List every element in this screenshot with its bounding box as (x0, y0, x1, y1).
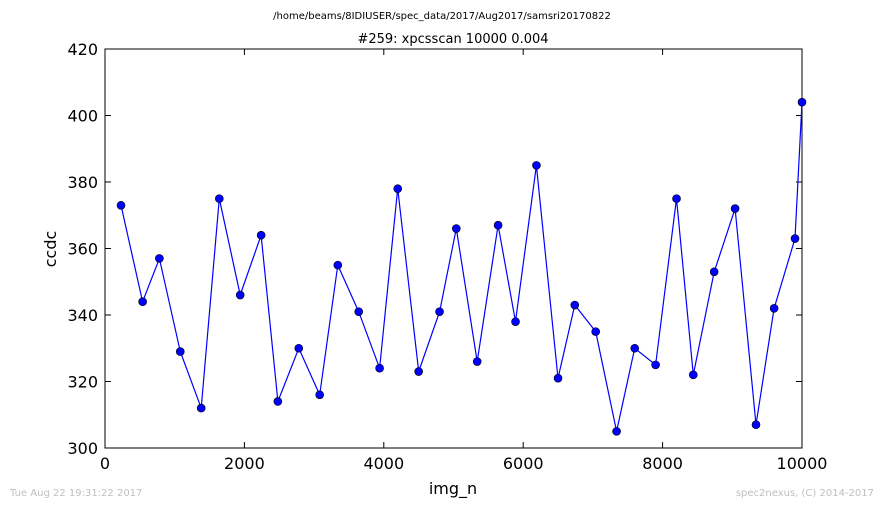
data-point (116, 200, 126, 210)
data-point (751, 420, 761, 430)
chart-title: #259: xpcsscan 10000 0.004 (357, 32, 548, 47)
x-tick-label: 4000 (363, 454, 404, 473)
data-point (797, 97, 807, 107)
data-point (235, 290, 245, 300)
data-point (688, 370, 698, 380)
data-point (630, 343, 640, 353)
y-tick-label: 400 (67, 107, 98, 126)
y-tick-label: 340 (67, 306, 98, 325)
x-tick-label: 2000 (224, 454, 265, 473)
y-tick-label: 380 (67, 173, 98, 192)
credit-footer: spec2nexus, (C) 2014-2017 (735, 488, 874, 499)
data-point (493, 220, 503, 230)
x-axis-label: img_n (429, 479, 477, 499)
data-point (612, 427, 621, 436)
y-tick-label: 300 (67, 439, 98, 458)
y-tick-label: 360 (67, 240, 98, 259)
data-point (215, 194, 224, 203)
data-point (651, 360, 660, 370)
data-point (435, 307, 444, 316)
data-point (472, 357, 482, 366)
y-tick-label: 420 (67, 40, 98, 59)
data-point (315, 390, 324, 400)
y-tick-label: 320 (67, 373, 98, 392)
data-point (393, 184, 403, 193)
data-point (672, 194, 681, 203)
data-point (591, 327, 600, 336)
plot-frame (104, 48, 803, 449)
data-point (414, 367, 423, 376)
data-point (333, 260, 343, 270)
data-point (553, 373, 563, 383)
data-point (294, 343, 304, 353)
data-point (175, 347, 185, 356)
data-point (273, 397, 283, 406)
plot-area: 0 2000 4000 6000 8000 10000 300 320 340 360 380 400… (67, 40, 827, 473)
x-tick-label: 6000 (503, 454, 544, 473)
data-point (511, 317, 520, 326)
data-point (375, 363, 384, 373)
data-point (570, 300, 580, 310)
timestamp-footer: Tue Aug 22 19:31:22 2017 (10, 488, 143, 499)
data-point (138, 297, 147, 307)
data-point (709, 267, 719, 277)
data-point (354, 307, 364, 316)
data-point (256, 230, 266, 240)
y-axis-label: ccdc (41, 231, 60, 268)
data-point (730, 204, 740, 213)
x-tick-label: 10000 (777, 454, 828, 473)
file-path-header: /home/beams/8IDIUSER/spec_data/2017/Aug2… (273, 11, 611, 22)
x-tick-label: 8000 (642, 454, 683, 473)
x-tick-label: 0 (100, 454, 110, 473)
data-point (451, 224, 461, 233)
series-line (120, 102, 803, 432)
data-point (769, 304, 779, 313)
data-point (196, 403, 206, 413)
data-point (532, 161, 541, 170)
data-point (155, 254, 164, 263)
data-point (790, 234, 800, 243)
